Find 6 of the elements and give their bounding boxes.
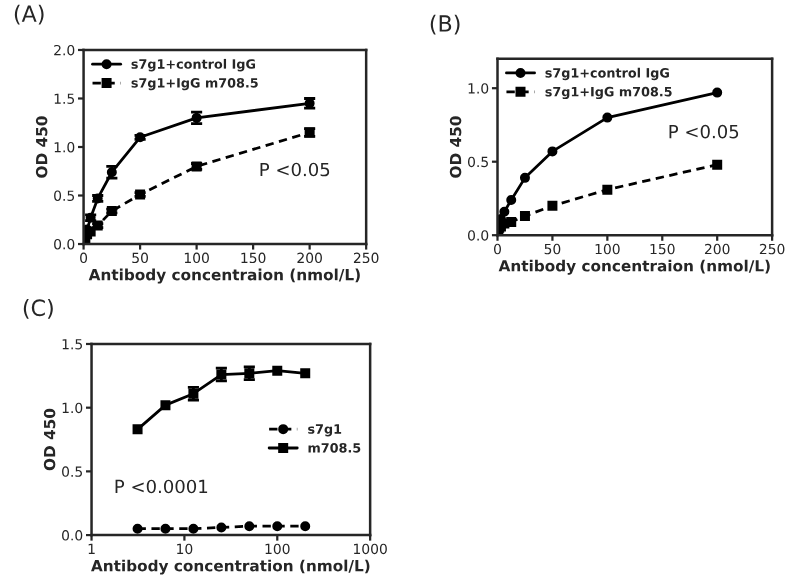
chart-title: (A) (14, 4, 44, 25)
annotation: P <0.0001 (115, 479, 208, 494)
annotation: P <0.05 (669, 124, 739, 139)
chart-title: (C) (23, 298, 53, 319)
annotation: P <0.05 (260, 162, 330, 177)
chart-title: (B) (430, 14, 460, 35)
